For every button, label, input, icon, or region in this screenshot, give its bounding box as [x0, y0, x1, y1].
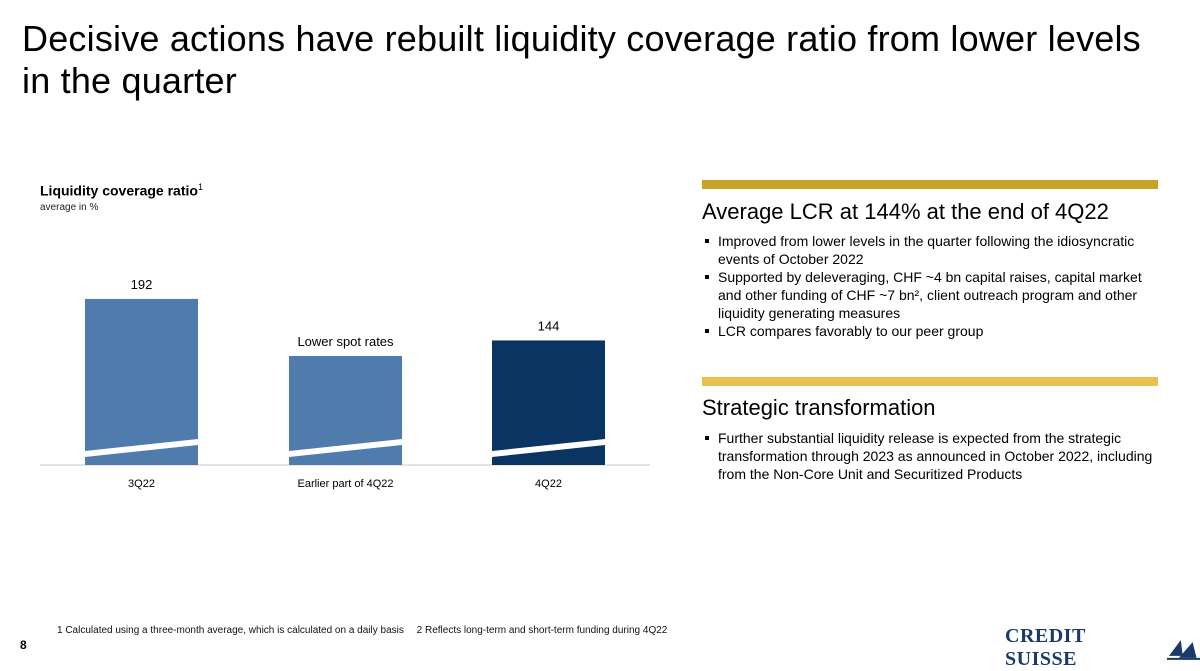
panel1-bullet: LCR compares favorably to our peer group: [702, 322, 1158, 340]
panel2-bullet: Further substantial liquidity release is…: [702, 429, 1158, 483]
lcr-bar-chart: 192 3Q22 Lower spot rates Earlier part of 4…: [40, 277, 650, 490]
footnote-1: 1 Calculated using a three-month average…: [57, 625, 404, 636]
chart-axis-break: [492, 439, 605, 457]
panel1-accent-bar: [702, 180, 1158, 189]
chart-bar: [85, 298, 198, 465]
panel1-heading: Average LCR at 144% at the end of 4Q22: [702, 199, 1109, 224]
sails-icon: [1166, 640, 1200, 660]
logo-text: CREDIT SUISSE: [1005, 625, 1086, 670]
chart-tick-label: Earlier part of 4Q22: [298, 478, 394, 490]
chart-axis-break: [85, 439, 198, 457]
panel1-bullets: Improved from lower levels in the quarte…: [702, 232, 1158, 340]
chart-data-label: 144: [538, 318, 560, 333]
panel1-bullet: Supported by deleveraging, CHF ~4 bn cap…: [702, 268, 1158, 322]
chart-data-label: Lower spot rates: [297, 334, 394, 349]
credit-suisse-logo: CREDIT SUISSE: [1005, 625, 1200, 671]
chart-title-footnote: 1: [197, 182, 203, 192]
chart-title-text: Liquidity coverage ratio: [40, 182, 198, 199]
chart-unit: average in %: [40, 202, 99, 213]
page-title: Decisive actions have rebuilt liquidity …: [22, 18, 1141, 101]
panel2-accent-bar: [702, 377, 1158, 386]
chart-title: Liquidity coverage ratio1: [40, 182, 203, 199]
chart-axis-break: [289, 439, 402, 457]
footnotes: 1 Calculated using a three-month average…: [57, 625, 677, 636]
footnote-2: 2 Reflects long-term and short-term fund…: [416, 625, 668, 636]
panel2-heading: Strategic transformation: [702, 395, 936, 420]
chart-tick-label: 3Q22: [128, 478, 155, 490]
page-number: 8: [20, 638, 27, 652]
chart-tick-label: 4Q22: [535, 478, 562, 490]
chart-data-label: 192: [131, 277, 153, 292]
panel1-bullet: Improved from lower levels in the quarte…: [702, 232, 1158, 268]
panel2-bullets: Further substantial liquidity release is…: [702, 429, 1158, 483]
